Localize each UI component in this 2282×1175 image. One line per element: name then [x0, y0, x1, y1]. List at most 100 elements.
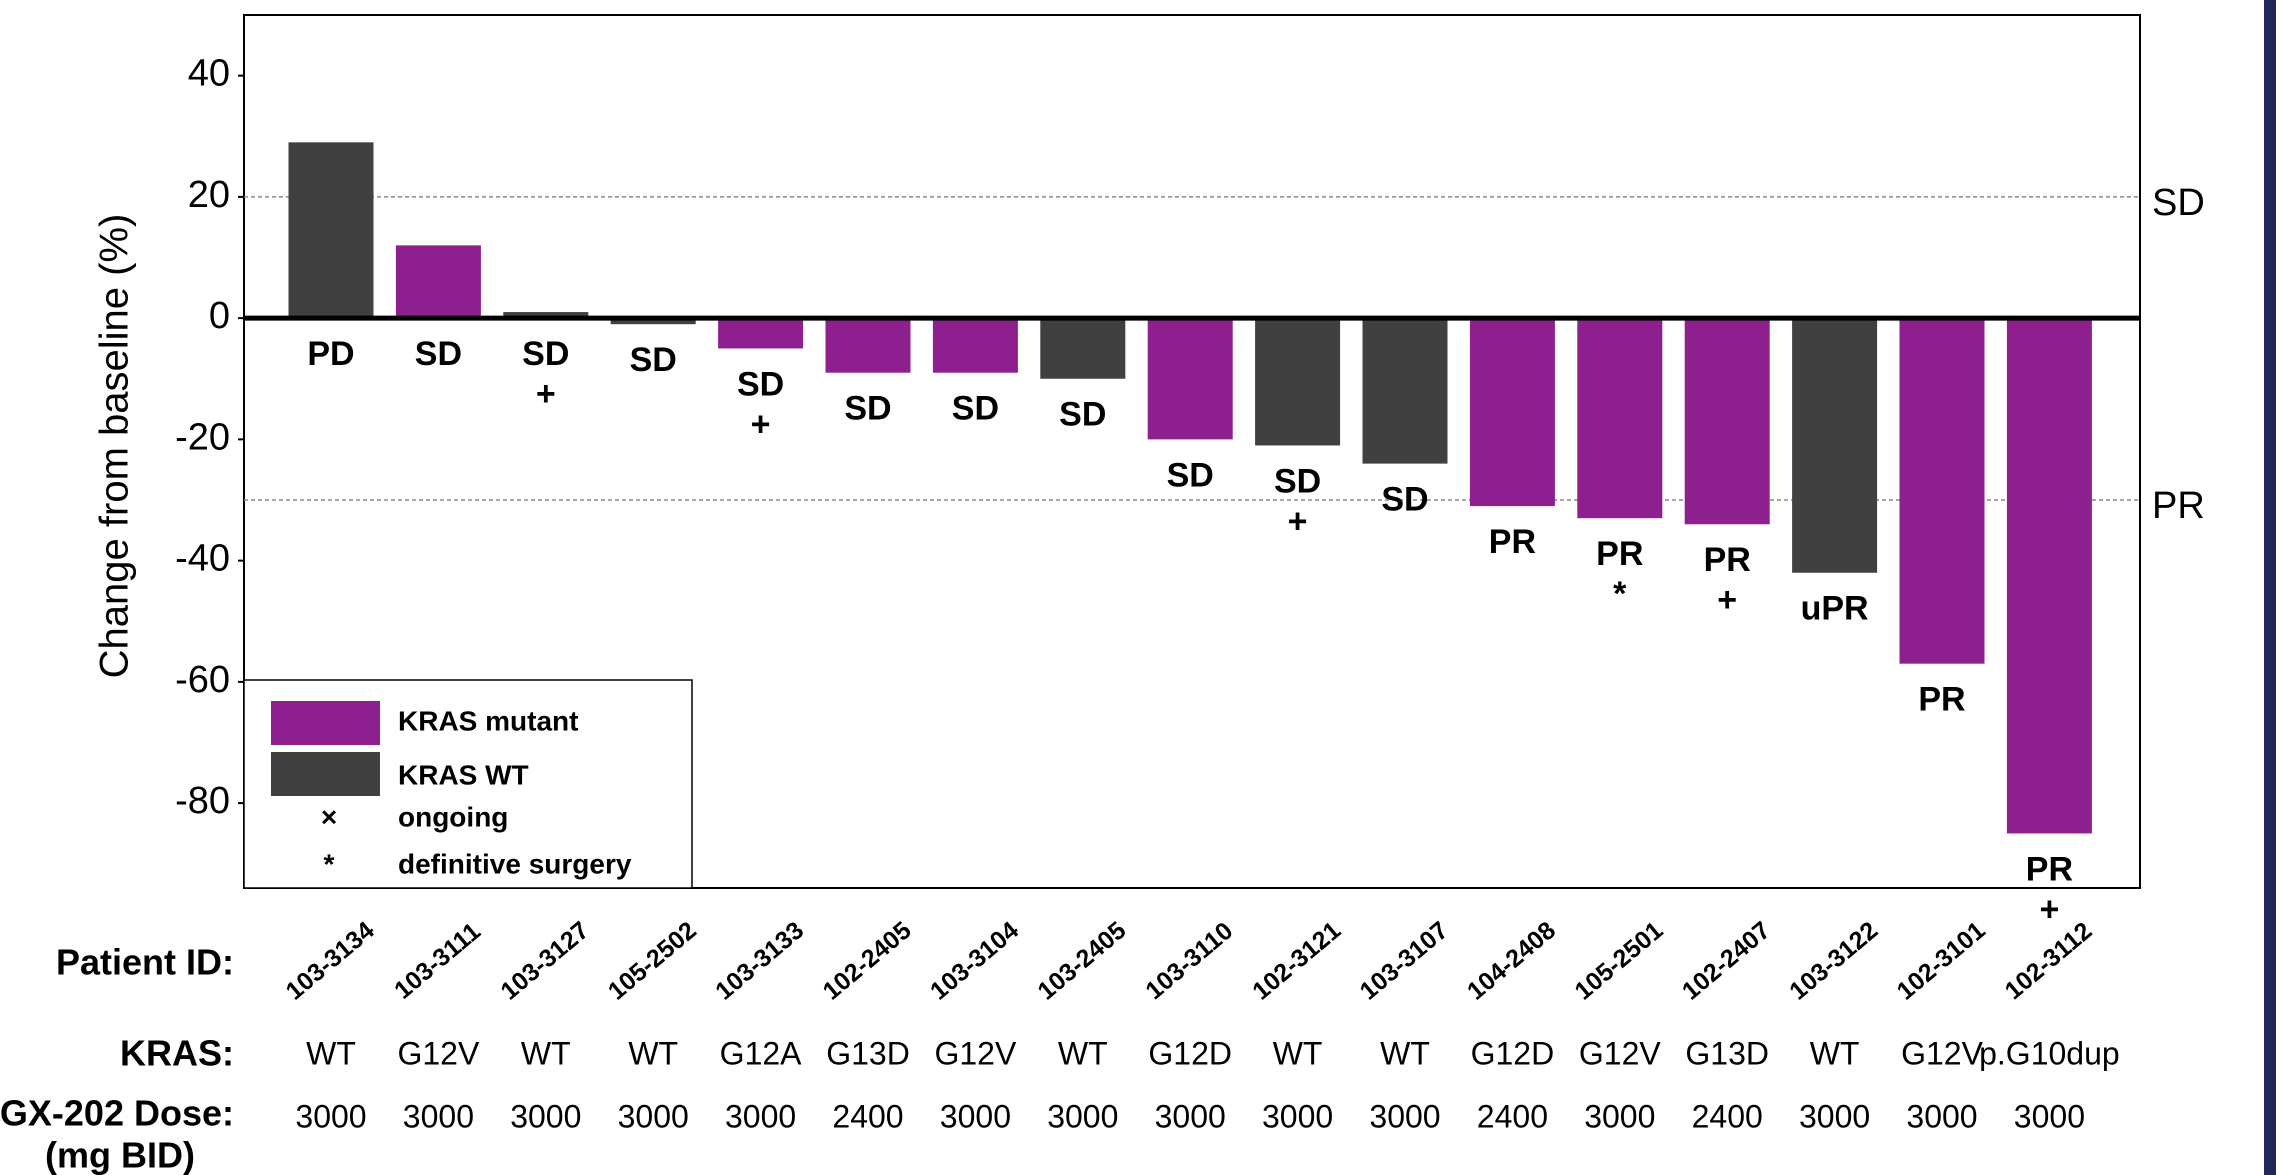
dose-label: 3000 [295, 1098, 366, 1134]
kras-label: G12D [1471, 1035, 1555, 1071]
dose-label: 3000 [1369, 1098, 1440, 1134]
bar [2006, 318, 2092, 834]
plot-frame [243, 14, 2141, 889]
patient-id: 102-2405 [818, 916, 917, 1005]
y-tick-label: -20 [175, 416, 230, 458]
response-label: PD [307, 335, 354, 373]
dose-label: 3000 [510, 1098, 581, 1134]
patient-id: 103-3111 [389, 917, 486, 1005]
kras-label: WT [1380, 1035, 1430, 1071]
kras-label: p.G10dup [1979, 1035, 2120, 1071]
edge-bar [2264, 0, 2276, 1175]
dose-label: 3000 [940, 1098, 1011, 1134]
dose-label: 3000 [618, 1098, 689, 1134]
patient-id: 105-2502 [603, 916, 702, 1005]
y-axis-label: Change from baseline (%) [93, 214, 137, 679]
dose-label: 3000 [1155, 1098, 1226, 1134]
reference-label: PR [2152, 485, 2205, 527]
reference-label: SD [2152, 182, 2205, 224]
kras-label: WT [306, 1035, 356, 1071]
patient-id: 103-2405 [1032, 916, 1131, 1005]
legend-label: KRAS WT [398, 759, 529, 790]
y-tick-label: -60 [175, 659, 230, 701]
kras-label: G12V [397, 1035, 479, 1071]
bar [395, 245, 481, 319]
bar [932, 318, 1018, 373]
row-label: (mg BID) [45, 1135, 195, 1175]
patient-id: 103-3127 [495, 916, 594, 1005]
dose-label: 3000 [725, 1098, 796, 1134]
y-tick-label: 0 [209, 295, 230, 337]
legend-label: definitive surgery [398, 848, 632, 879]
dose-label: 3000 [403, 1098, 474, 1134]
response-label: SD [630, 341, 677, 379]
kras-label: G13D [826, 1035, 910, 1071]
response-marker: * [1613, 575, 1627, 613]
bar [1792, 318, 1878, 573]
response-label: SD [737, 365, 784, 403]
patient-id: 102-3121 [1247, 916, 1346, 1005]
kras-label: G13D [1685, 1035, 1769, 1071]
kras-label: G12A [720, 1035, 802, 1071]
patient-id: 102-2407 [1677, 916, 1776, 1005]
kras-label: G12V [1579, 1035, 1661, 1071]
response-marker: + [1288, 502, 1308, 540]
response-label: SD [1059, 396, 1106, 434]
row-label: KRAS: [120, 1033, 234, 1074]
response-label: PR [1489, 523, 1536, 561]
response-label: PR [1704, 541, 1751, 579]
kras-label: WT [1273, 1035, 1323, 1071]
bar [1255, 318, 1341, 446]
bar [1040, 318, 1126, 379]
bar [1147, 318, 1233, 440]
dose-label: 3000 [2014, 1098, 2085, 1134]
kras-label: G12V [934, 1035, 1016, 1071]
y-tick-label: 20 [188, 174, 230, 216]
row-label: GX-202 Dose: [0, 1093, 234, 1134]
bar [1469, 318, 1555, 507]
y-tick-label: -40 [175, 538, 230, 580]
response-label: PR [1918, 681, 1965, 719]
response-label: SD [415, 335, 462, 373]
response-marker: + [751, 405, 771, 443]
kras-label: WT [1810, 1035, 1860, 1071]
patient-id: 105-2501 [1569, 916, 1668, 1005]
bar [288, 142, 374, 319]
kras-label: WT [1058, 1035, 1108, 1071]
bar [718, 318, 804, 349]
dose-label: 2400 [832, 1098, 903, 1134]
dose-label: 3000 [1906, 1098, 1977, 1134]
patient-id: 102-3112 [2000, 917, 2098, 1005]
response-label: SD [952, 390, 999, 428]
response-marker: + [2039, 890, 2059, 928]
bar [1362, 318, 1448, 464]
dose-label: 3000 [1047, 1098, 1118, 1134]
response-label: PR [2026, 850, 2073, 888]
kras-label: WT [628, 1035, 678, 1071]
patient-id: 103-3122 [1784, 916, 1883, 1005]
patient-id: 102-3101 [1892, 916, 1991, 1005]
dose-label: 2400 [1477, 1098, 1548, 1134]
patient-id: 104-2408 [1462, 916, 1561, 1005]
response-marker: + [1717, 581, 1737, 619]
response-label: SD [1167, 456, 1214, 494]
kras-label: G12V [1901, 1035, 1983, 1071]
response-label: SD [1381, 481, 1428, 519]
legend-symbol: × [321, 801, 337, 832]
bar [1899, 318, 1985, 664]
response-label: SD [844, 390, 891, 428]
y-tick-label: -80 [175, 780, 230, 822]
dose-label: 3000 [1262, 1098, 1333, 1134]
y-tick-label: 40 [188, 53, 230, 95]
bar [503, 312, 589, 319]
response-label: SD [522, 335, 569, 373]
kras-label: WT [521, 1035, 571, 1071]
kras-label: G12D [1148, 1035, 1232, 1071]
patient-id: 103-3104 [925, 916, 1024, 1005]
patient-id: 103-3107 [1355, 916, 1454, 1005]
dose-label: 2400 [1692, 1098, 1763, 1134]
row-label: Patient ID: [56, 942, 234, 983]
patient-id: 103-3110 [1140, 917, 1238, 1005]
legend-label: KRAS mutant [398, 705, 578, 736]
